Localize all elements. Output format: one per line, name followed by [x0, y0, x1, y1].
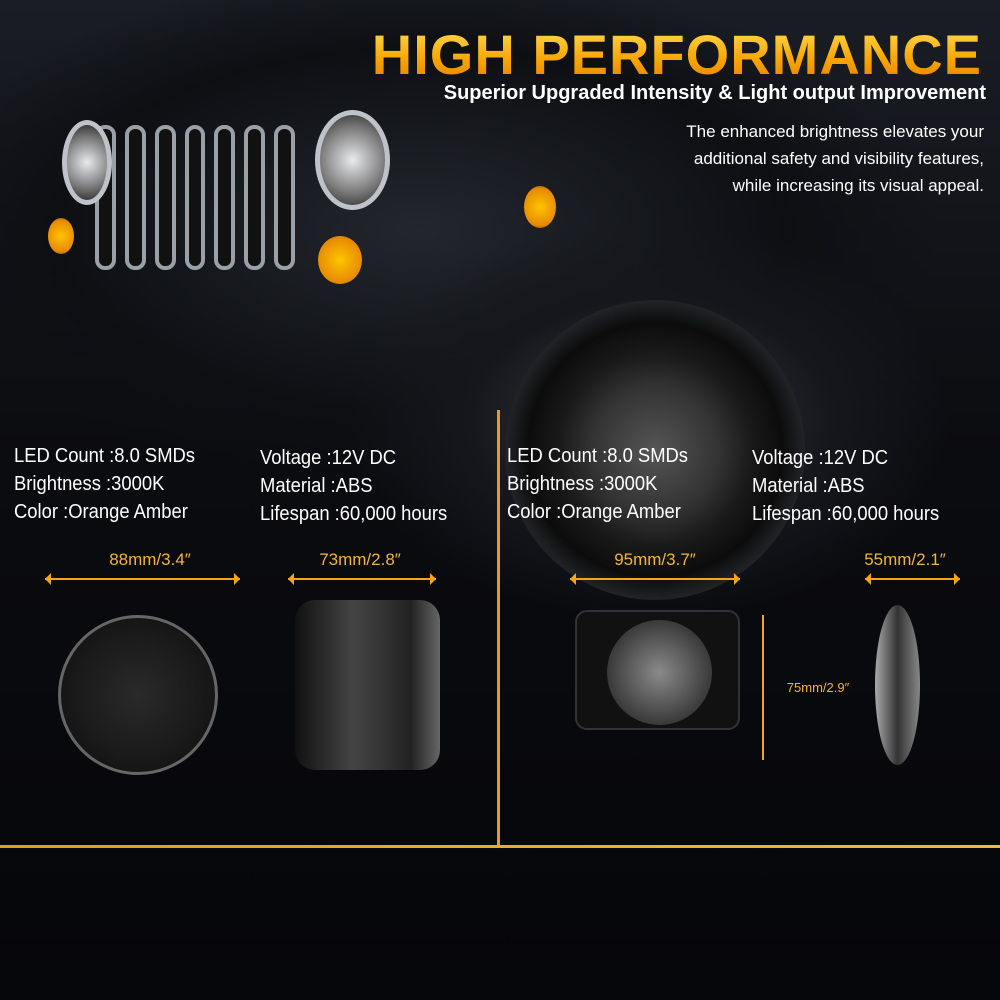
fender-led-light-front — [575, 610, 740, 730]
divider-horizontal — [0, 845, 1000, 848]
spec-material: Material :ABS — [260, 475, 373, 497]
jeep-grille — [95, 125, 296, 270]
fender-led-light-side — [875, 605, 920, 765]
dimension-label: 95mm/3.7″ — [614, 550, 696, 569]
dimension-label: 55mm/2.1″ — [864, 550, 946, 569]
dimension-label: 88mm/3.4″ — [109, 550, 191, 569]
description-line: The enhanced brightness elevates your — [686, 122, 984, 141]
spec-lifespan: Lifespan :60,000 hours — [260, 503, 448, 525]
spec-lifespan: Lifespan :60,000 hours — [752, 503, 940, 525]
dimension-arrow — [288, 573, 436, 585]
spec-led-count: LED Count :8.0 SMDs — [507, 445, 689, 467]
specs-right-1: Voltage :12V DC Material :ABS Lifespan :… — [260, 444, 447, 528]
headline: HIGH PERFORMANCE — [371, 23, 982, 86]
dimension-arrow — [45, 573, 240, 585]
specs-left-2: LED Count :8.0 SMDs Brightness :3000K Co… — [507, 442, 688, 526]
dimension-arrow-vertical — [762, 615, 764, 760]
description-line: additional safety and visibility feature… — [693, 149, 984, 168]
specs-left-1: LED Count :8.0 SMDs Brightness :3000K Co… — [14, 442, 195, 526]
description: The enhanced brightness elevates your ad… — [686, 118, 984, 199]
specs-right-2: Voltage :12V DC Material :ABS Lifespan :… — [752, 444, 939, 528]
jeep-wheel — [505, 300, 805, 600]
spec-led-count: LED Count :8.0 SMDs — [14, 445, 196, 467]
spec-voltage: Voltage :12V DC — [752, 447, 889, 469]
spec-color: Color :Orange Amber — [507, 501, 681, 523]
headlight-left — [62, 120, 112, 205]
amber-turn-signal — [318, 236, 362, 284]
dimension-arrow — [865, 573, 960, 585]
dimension-label: 75mm/2.9″ — [786, 680, 850, 695]
dimension-arrow — [570, 573, 740, 585]
subtitle: Superior Upgraded Intensity & Light outp… — [443, 82, 986, 104]
divider-vertical — [497, 410, 500, 845]
spec-brightness: Brightness :3000K — [507, 473, 658, 495]
dimension-label: 73mm/2.8″ — [319, 550, 401, 569]
amber-fender-light — [524, 186, 556, 228]
round-led-light-front — [58, 615, 218, 775]
description-line: while increasing its visual appeal. — [732, 176, 984, 195]
spec-color: Color :Orange Amber — [14, 501, 188, 523]
spec-material: Material :ABS — [752, 475, 865, 497]
amber-turn-signal — [48, 218, 74, 254]
round-led-light-side — [295, 600, 440, 770]
spec-voltage: Voltage :12V DC — [260, 447, 397, 469]
spec-brightness: Brightness :3000K — [14, 473, 165, 495]
headlight-right — [315, 110, 390, 210]
